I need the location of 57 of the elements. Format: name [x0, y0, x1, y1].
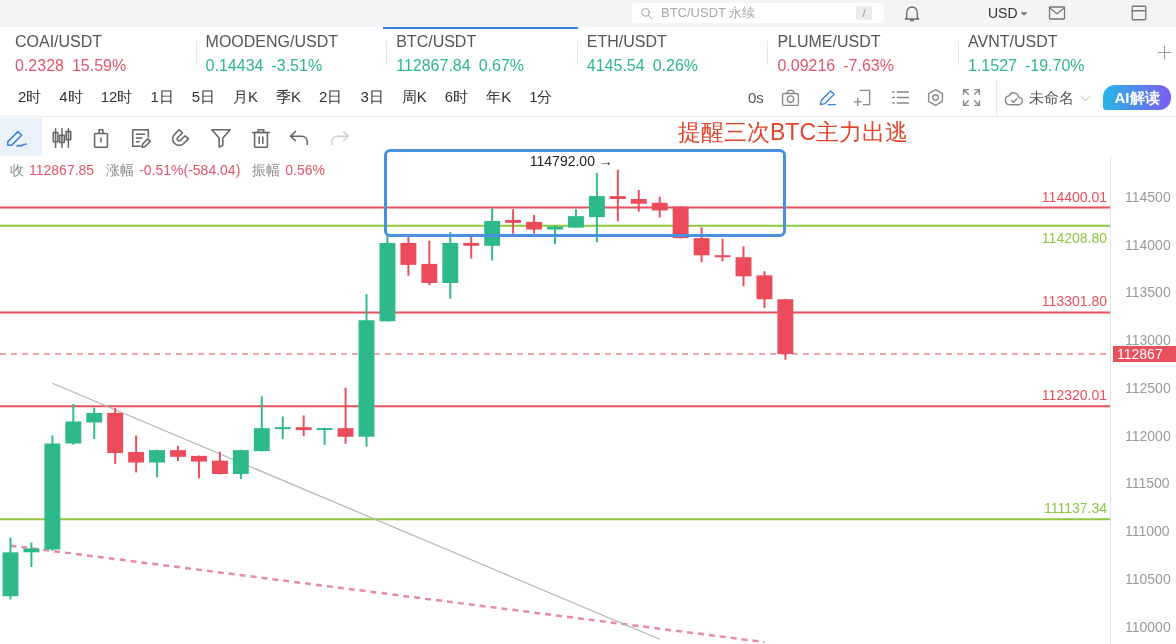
category-label: ETH/USDT	[586, 33, 667, 51]
data-label: 0.14434	[205, 57, 264, 75]
ref-line-label: 113301.80	[1041, 293, 1108, 310]
text: 1分	[529, 87, 553, 107]
y-tick-label: 110000	[1125, 618, 1171, 635]
text: -7.63%	[843, 57, 894, 75]
text: 0.67%	[478, 57, 525, 75]
text: 年K	[486, 87, 512, 107]
text: 未命名	[1029, 88, 1074, 108]
y-tick-label: 114000	[1125, 236, 1171, 253]
y-tick-label: 112000	[1125, 427, 1171, 444]
text: 4时	[59, 87, 83, 107]
ref-line-label: 111137.34	[1043, 500, 1108, 517]
y-tick-label: 111000	[1125, 523, 1170, 540]
data-label: 0.2328	[15, 57, 64, 75]
chart-subtitle: 收 112867.85 涨幅 -0.51%(-584.04) 振幅 0.56%	[10, 161, 326, 178]
text: 3日	[360, 87, 384, 107]
category-label: AVNT/USDT	[968, 33, 1058, 51]
text: 12时	[100, 87, 133, 107]
text: 0.26%	[652, 57, 699, 75]
data-label: 112867.84	[396, 57, 471, 75]
text: USD	[988, 5, 1018, 21]
text: 月K	[233, 87, 259, 107]
ref-line-label: 114208.80	[1041, 229, 1108, 246]
y-tick-label: 111500	[1125, 475, 1170, 492]
annotation: 114792.00 →	[529, 152, 613, 169]
text: 6时	[444, 87, 469, 107]
text: 0s	[748, 88, 764, 108]
candlestick	[714, 238, 731, 262]
y-tick-label: 112500	[1125, 379, 1171, 396]
ref-line-label: 114400.01	[1041, 188, 1108, 205]
y-tick-label: 110500	[1125, 570, 1171, 587]
ref-line-label: 112320.01	[1041, 387, 1108, 404]
shortcut-key: /	[856, 6, 872, 20]
data-label: 4145.54	[586, 57, 645, 75]
y-tick-label: 114500	[1125, 188, 1171, 205]
text: -19.70%	[1024, 57, 1085, 75]
text: 季K	[276, 87, 302, 107]
text: 2日	[319, 87, 343, 107]
category-label: BTC/USDT	[396, 33, 477, 51]
text: 15.59%	[71, 57, 127, 75]
category-label: PLUME/USDT	[777, 33, 881, 51]
category-label: MOODENG/USDT	[205, 33, 339, 51]
candlestick	[316, 427, 333, 445]
data-label: 0.09216	[777, 57, 836, 75]
category-label: COAI/USDT	[15, 33, 103, 51]
chart-title: 提醒三次BTC主力出逃	[678, 118, 908, 147]
y-tick-label: 113500	[1125, 284, 1171, 301]
pill-button: AI解读	[1103, 85, 1171, 110]
text: 2时	[18, 87, 42, 107]
text: 1日	[150, 87, 174, 107]
text: BTC/USDT 永续	[661, 4, 756, 22]
text: 周K	[401, 87, 427, 107]
data-label: 1.1527	[968, 57, 1017, 75]
text: 5日	[191, 87, 216, 107]
text: -3.51%	[271, 57, 323, 75]
candlestick	[274, 416, 291, 440]
